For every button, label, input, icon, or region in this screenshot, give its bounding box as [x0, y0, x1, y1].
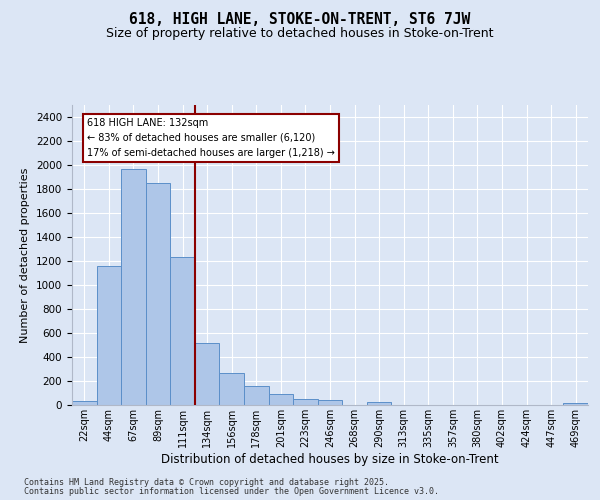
Text: Contains public sector information licensed under the Open Government Licence v3: Contains public sector information licen… — [24, 487, 439, 496]
Text: Contains HM Land Registry data © Crown copyright and database right 2025.: Contains HM Land Registry data © Crown c… — [24, 478, 389, 487]
Bar — [318, 400, 342, 405]
Bar — [220, 372, 244, 405]
Bar — [269, 394, 293, 405]
Text: 618 HIGH LANE: 132sqm
← 83% of detached houses are smaller (6,120)
17% of semi-d: 618 HIGH LANE: 132sqm ← 83% of detached … — [87, 118, 335, 158]
Bar — [170, 258, 195, 405]
Bar — [146, 183, 170, 405]
Bar — [563, 402, 588, 405]
Text: Size of property relative to detached houses in Stoke-on-Trent: Size of property relative to detached ho… — [106, 28, 494, 40]
Bar — [195, 342, 220, 405]
Y-axis label: Number of detached properties: Number of detached properties — [20, 168, 31, 342]
X-axis label: Distribution of detached houses by size in Stoke-on-Trent: Distribution of detached houses by size … — [161, 452, 499, 466]
Bar — [72, 402, 97, 405]
Bar — [244, 386, 269, 405]
Bar — [97, 266, 121, 405]
Bar — [121, 168, 146, 405]
Bar — [293, 399, 318, 405]
Bar — [367, 402, 391, 405]
Text: 618, HIGH LANE, STOKE-ON-TRENT, ST6 7JW: 618, HIGH LANE, STOKE-ON-TRENT, ST6 7JW — [130, 12, 470, 28]
